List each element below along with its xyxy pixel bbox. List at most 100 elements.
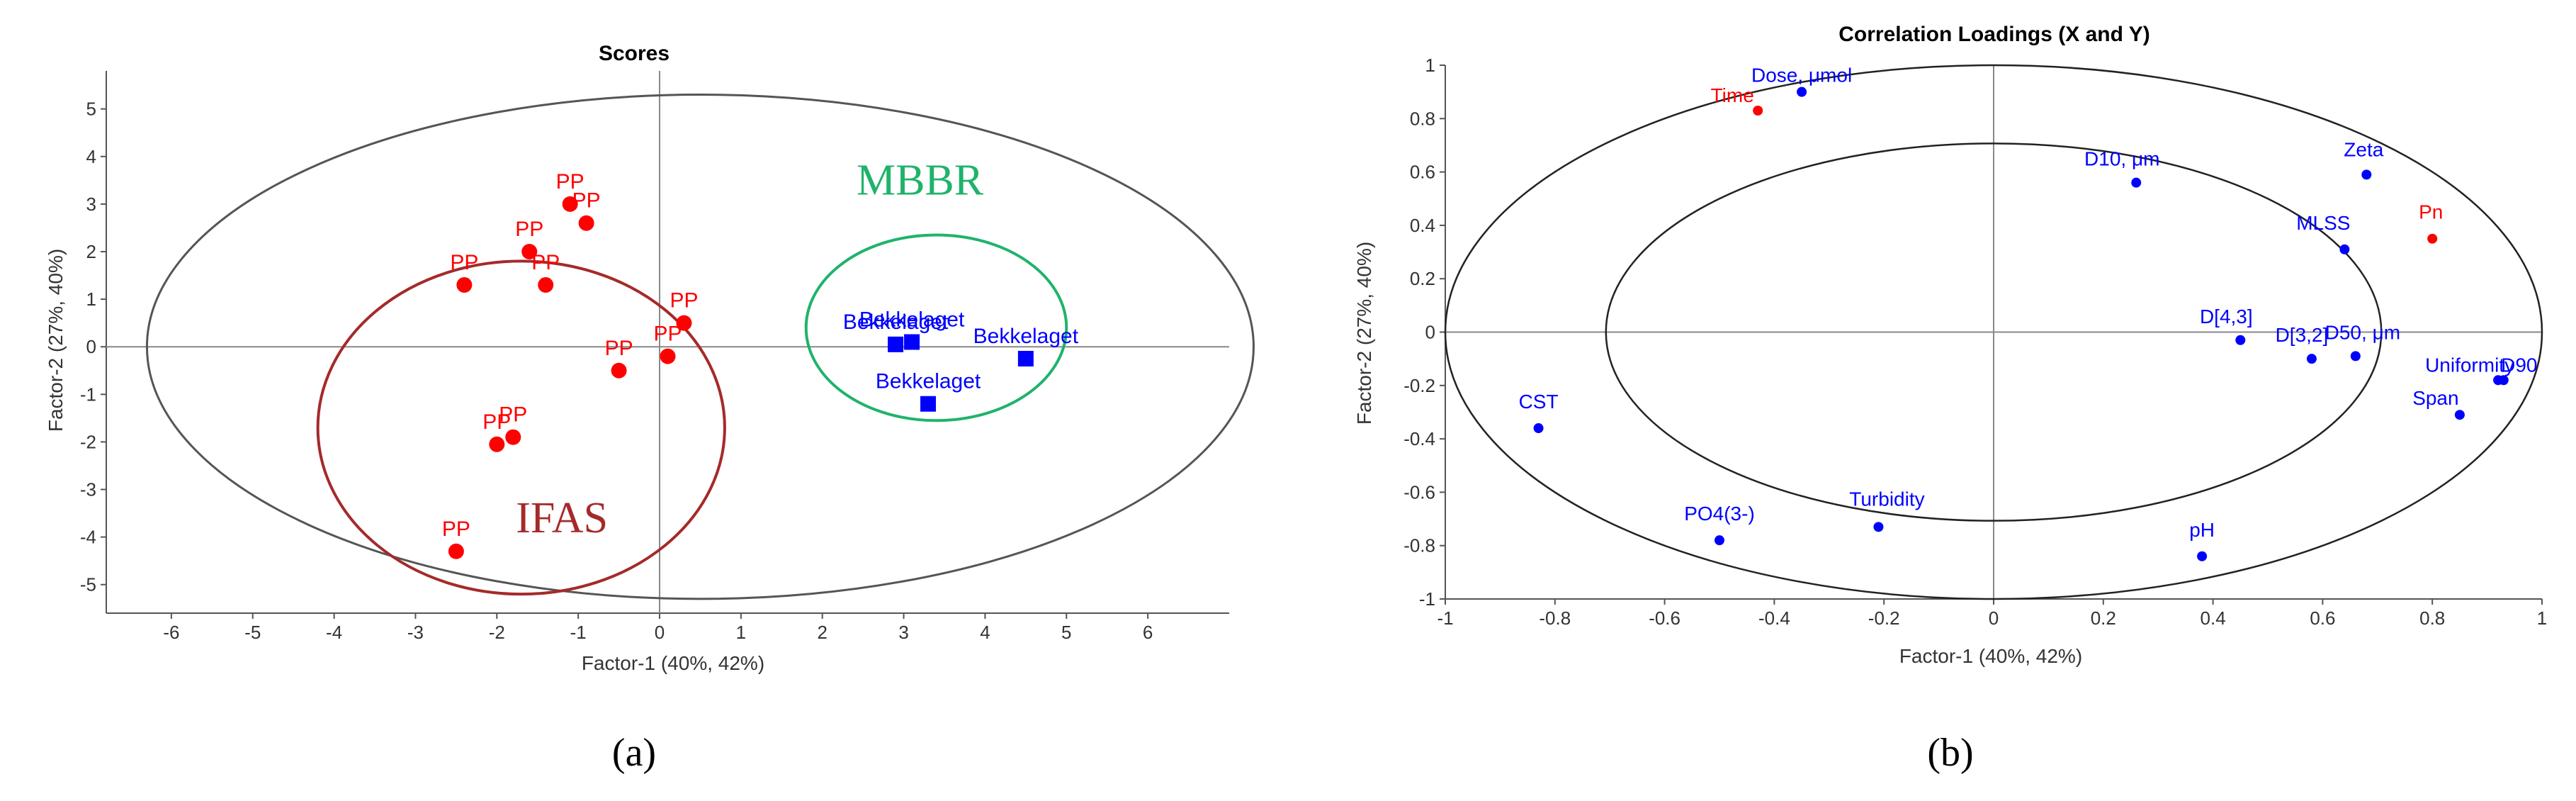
data-point-label: D50, μm xyxy=(2325,321,2400,343)
x-tick-label: 6 xyxy=(1143,622,1153,643)
data-point xyxy=(2306,354,2317,364)
x-tick-label: 1 xyxy=(736,622,746,643)
scores-chart-title: Scores xyxy=(599,42,670,65)
data-point-label: PP xyxy=(482,410,511,434)
y-tick-label: -0.4 xyxy=(1403,428,1435,449)
data-point-label: Bekkelaget xyxy=(973,325,1079,348)
data-point-square xyxy=(888,336,904,352)
data-point-square xyxy=(1017,350,1034,366)
y-tick-label: 0.8 xyxy=(1410,108,1435,129)
y-tick-label: 1 xyxy=(86,289,96,310)
data-point xyxy=(521,244,538,259)
data-point xyxy=(2361,169,2372,180)
y-tick-label: -1 xyxy=(1419,588,1435,610)
data-point-label: Span xyxy=(2412,387,2458,409)
data-point-label: PP xyxy=(442,517,470,541)
correlation-loadings-chart: Correlation Loadings (X and Y) Factor-2 … xyxy=(1353,23,2547,667)
x-tick-label: -3 xyxy=(407,622,424,643)
x-tick-label: 0.6 xyxy=(2310,607,2335,629)
y-tick-label: 2 xyxy=(86,241,96,262)
data-point-label: PP xyxy=(499,403,527,427)
x-tick-label: -5 xyxy=(244,622,261,643)
x-tick-label: 0 xyxy=(655,622,665,643)
data-point-label: MLSS xyxy=(2296,212,2350,234)
y-tick-label: 0.2 xyxy=(1410,268,1435,289)
data-point xyxy=(2454,410,2465,420)
data-point xyxy=(448,543,464,559)
x-tick-label: -0.8 xyxy=(1539,607,1571,629)
data-point xyxy=(538,276,554,293)
y-tick-label: 1 xyxy=(1425,55,1435,76)
x-tick-label: -2 xyxy=(489,622,505,643)
panel-b-label: (b) xyxy=(1927,731,1973,775)
data-point xyxy=(578,215,594,231)
x-tick-label: 4 xyxy=(980,622,990,643)
y-tick-label: 0.4 xyxy=(1410,215,1435,236)
data-point-label: Pn xyxy=(2419,201,2443,223)
data-point-square xyxy=(920,396,937,412)
data-point-label: Uniformity xyxy=(2425,354,2514,376)
data-point-label: Bekkelaget xyxy=(876,370,981,393)
scores-y-axis-label: Factor-2 (27%, 40%) xyxy=(45,249,67,432)
data-point xyxy=(1797,86,1807,97)
x-tick-label: 3 xyxy=(898,622,908,643)
inner-correlation-circle xyxy=(1605,142,2383,522)
data-point xyxy=(2427,233,2438,244)
x-tick-label: -0.4 xyxy=(1758,607,1790,629)
y-tick-label: 3 xyxy=(86,194,96,215)
x-tick-label: 0 xyxy=(1989,607,1999,629)
y-tick-label: -0.8 xyxy=(1403,535,1435,556)
x-tick-label: -1 xyxy=(570,622,587,643)
data-point xyxy=(1533,423,1544,434)
x-tick-label: 1 xyxy=(2537,607,2547,629)
x-tick-label: -4 xyxy=(326,622,342,643)
data-point-label: Turbidity xyxy=(1849,488,1924,510)
data-point xyxy=(1714,535,1724,546)
y-tick-label: -5 xyxy=(80,574,96,595)
ifas-group-label: IFAS xyxy=(516,494,608,542)
data-point xyxy=(2235,335,2246,345)
x-tick-label: -0.6 xyxy=(1649,607,1680,629)
x-tick-label: 5 xyxy=(1061,622,1071,643)
y-tick-label: 0 xyxy=(1425,322,1435,343)
data-point-label: CST xyxy=(1519,391,1559,413)
y-tick-label: -0.6 xyxy=(1403,481,1435,503)
correlation-loadings-title: Correlation Loadings (X and Y) xyxy=(1838,23,2150,46)
data-point-label: PP xyxy=(515,218,543,241)
data-point-label: Zeta xyxy=(2344,138,2383,160)
data-point-label: PP xyxy=(653,323,682,346)
data-point-label: D[4,3] xyxy=(2200,306,2253,327)
data-point xyxy=(505,429,521,445)
x-tick-label: 0.4 xyxy=(2201,607,2226,629)
loadings-y-axis-label: Factor-2 (27%, 40%) xyxy=(1353,242,1375,425)
x-tick-label: -6 xyxy=(163,622,179,643)
data-point xyxy=(2350,351,2361,362)
x-tick-label: -1 xyxy=(1437,607,1453,629)
data-point xyxy=(2197,551,2208,561)
y-tick-label: -0.2 xyxy=(1403,375,1435,396)
data-point xyxy=(676,315,692,331)
data-point-label: PP xyxy=(572,189,601,213)
data-point-label: PO4(3-) xyxy=(1684,503,1755,525)
data-point-label: PP xyxy=(605,337,633,360)
data-point-square xyxy=(904,334,920,350)
y-tick-label: 4 xyxy=(86,146,96,167)
data-point-label: Dose, μmol xyxy=(1751,65,1852,86)
data-point-label: PP xyxy=(531,251,560,274)
outer-correlation-circle xyxy=(1444,64,2543,600)
data-point xyxy=(456,276,473,293)
y-tick-label: 0.6 xyxy=(1410,162,1435,183)
data-point xyxy=(1753,106,1763,116)
panel-a-label: (a) xyxy=(612,731,656,775)
y-tick-label: -3 xyxy=(80,479,96,500)
data-point-label: PP xyxy=(670,289,698,313)
x-tick-label: 0.8 xyxy=(2419,607,2445,629)
y-tick-label: 0 xyxy=(86,336,96,357)
scores-x-axis-label: Factor-1 (40%, 42%) xyxy=(582,652,764,674)
data-point xyxy=(2339,244,2350,254)
outer-confidence-ellipse xyxy=(145,94,1255,600)
data-point-label: D[3,2] xyxy=(2276,324,2329,346)
y-tick-label: -2 xyxy=(80,431,96,452)
data-point-label: D10, μm xyxy=(2084,148,2159,170)
